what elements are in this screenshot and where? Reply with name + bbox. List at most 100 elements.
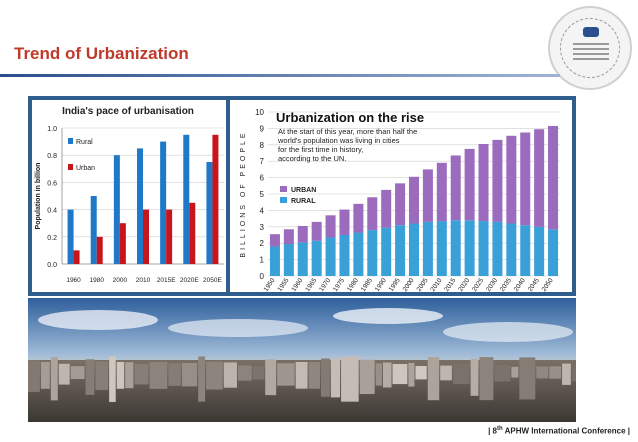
- india-bar-rural: [113, 155, 120, 264]
- world-bar-urban: [520, 132, 531, 226]
- world-bar-urban: [478, 143, 489, 222]
- building: [408, 362, 415, 387]
- building: [320, 358, 330, 397]
- building: [392, 363, 408, 385]
- building: [85, 359, 95, 395]
- world-bar-rural: [422, 221, 433, 276]
- india-y-tick-label: 0.0: [47, 262, 57, 269]
- world-legend-swatch-rural: [280, 197, 287, 203]
- building: [479, 357, 494, 401]
- world-bar-rural: [534, 226, 545, 276]
- india-bar-rural: [137, 148, 143, 264]
- india-bar-urban: [212, 134, 219, 264]
- world-y-tick-label: 7: [260, 157, 265, 166]
- building: [452, 363, 470, 385]
- india-chart-title: India's pace of urbanisation: [62, 106, 194, 117]
- cloud: [168, 319, 308, 337]
- india-bar-rural: [206, 162, 213, 264]
- building: [494, 365, 511, 382]
- world-bar-rural: [464, 220, 475, 276]
- building: [536, 366, 549, 379]
- india-x-tick-label: 2050E: [203, 277, 222, 284]
- india-bar-rural: [183, 134, 190, 264]
- india-bar-urban: [189, 202, 196, 264]
- world-bar-urban: [408, 176, 420, 224]
- india-bar-urban: [119, 223, 126, 264]
- world-y-tick-label: 0: [260, 272, 265, 281]
- building: [125, 362, 134, 389]
- india-chart-background: [32, 100, 226, 292]
- india-legend-label: Rural: [76, 139, 93, 146]
- world-y-tick-label: 9: [260, 124, 265, 133]
- building: [28, 360, 40, 392]
- world-bar-rural: [478, 221, 489, 276]
- world-y-tick-label: 2: [260, 239, 265, 248]
- india-y-tick-label: 1.0: [47, 126, 57, 133]
- world-bar-rural: [408, 223, 420, 276]
- india-x-tick-label: 2020E: [180, 277, 199, 284]
- world-bar-rural: [367, 230, 378, 276]
- world-bar-urban: [339, 209, 350, 235]
- india-y-tick-label: 0.8: [47, 153, 57, 160]
- world-bar-urban: [548, 125, 559, 230]
- world-legend-swatch-urban: [280, 186, 287, 192]
- building: [252, 365, 265, 380]
- logo-emblem: [583, 27, 599, 37]
- building: [265, 359, 277, 396]
- footer-prefix: | 8: [488, 427, 498, 436]
- india-y-tick-label: 0.2: [47, 235, 57, 242]
- world-bar-urban: [534, 129, 545, 227]
- charts-svg: India's pace of urbanisation 0.0 0.2 0.4 0.6…: [32, 100, 572, 293]
- building: [206, 361, 223, 390]
- building: [511, 366, 519, 378]
- building: [549, 366, 562, 379]
- world-bar-rural: [381, 227, 392, 276]
- world-y-tick-label: 6: [260, 174, 265, 183]
- world-bar-rural: [548, 229, 559, 276]
- world-bar-urban: [464, 148, 475, 221]
- india-bar-rural: [90, 196, 97, 264]
- footer-sup: th: [497, 426, 503, 433]
- india-bar-rural: [160, 141, 167, 264]
- world-annotation-line: for the first time in history,: [278, 145, 363, 154]
- world-y-tick-label: 4: [260, 206, 265, 215]
- building: [440, 365, 452, 381]
- building: [70, 366, 85, 380]
- world-bar-rural: [297, 242, 308, 276]
- world-bar-rural: [325, 237, 336, 276]
- india-legend-swatch-rural: [68, 138, 73, 144]
- building: [330, 358, 341, 398]
- india-y-tick-label: 0.6: [47, 180, 57, 187]
- world-bar-urban: [297, 225, 308, 243]
- world-bar-rural: [353, 232, 364, 276]
- world-bar-rural: [269, 246, 280, 276]
- building: [116, 361, 125, 389]
- world-y-tick-label: 1: [260, 256, 265, 265]
- city-skyline-image: [28, 298, 580, 422]
- world-annotation-line: world's population was living in cities: [277, 136, 400, 145]
- building: [50, 356, 58, 401]
- world-bar-urban: [283, 229, 294, 245]
- india-y-axis-label: Population in billion: [35, 163, 42, 230]
- india-legend-swatch-urban: [68, 164, 73, 170]
- world-y-axis-label: BILLIONS OF PEOPLE: [240, 130, 247, 257]
- world-bar-urban: [492, 139, 503, 222]
- world-bar-rural: [311, 240, 322, 276]
- india-legend-label: Urban: [76, 165, 95, 172]
- world-legend-label: RURAL: [291, 198, 316, 205]
- skyline-svg: [28, 298, 580, 422]
- building: [571, 365, 580, 382]
- building: [359, 359, 375, 395]
- world-bar-urban: [311, 221, 322, 241]
- footer-suffix: APHW International Conference |: [504, 427, 630, 436]
- india-x-tick-label: 2015E: [157, 277, 176, 284]
- building: [198, 356, 206, 402]
- building: [181, 362, 198, 387]
- building: [95, 361, 109, 390]
- world-bar-urban: [269, 234, 280, 247]
- world-bar-rural: [520, 225, 531, 276]
- world-annotation-line: At the start of this year, more than hal…: [278, 127, 417, 136]
- building: [470, 358, 479, 396]
- world-bar-rural: [436, 221, 447, 276]
